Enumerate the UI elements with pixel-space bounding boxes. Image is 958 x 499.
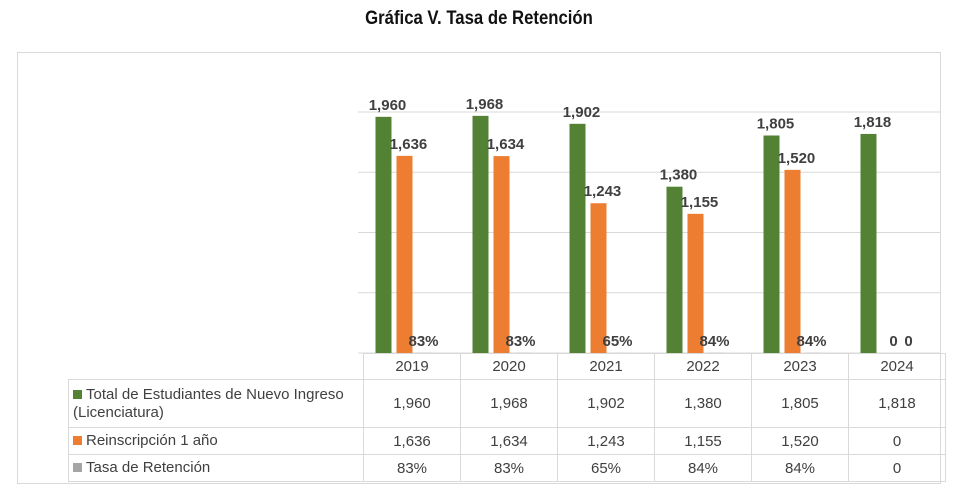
table-cell: 1,805 bbox=[751, 379, 849, 428]
data-label: 1,243 bbox=[584, 183, 622, 200]
data-label: 83% bbox=[505, 333, 535, 350]
data-label: 1,155 bbox=[681, 194, 719, 211]
legend-swatch bbox=[73, 389, 82, 399]
table-row: Total de Estudiantes de Nuevo Ingreso (L… bbox=[68, 379, 946, 428]
table-cell: 1,634 bbox=[460, 427, 558, 455]
legend-swatch bbox=[73, 463, 82, 472]
chart-title: Gráfica V. Tasa de Retención bbox=[365, 8, 593, 29]
table-cell: 84% bbox=[751, 454, 849, 482]
data-label: 1,634 bbox=[487, 136, 525, 153]
table-cell: 1,902 bbox=[557, 379, 655, 428]
data-label: 1,636 bbox=[390, 136, 428, 153]
table-cell: 0 bbox=[848, 454, 946, 482]
data-label: 84% bbox=[699, 333, 729, 350]
year-header: 2021 bbox=[557, 353, 655, 380]
legend-entry: Total de Estudiantes de Nuevo Ingreso (L… bbox=[68, 379, 364, 428]
table-cell: 1,968 bbox=[460, 379, 558, 428]
year-header: 2020 bbox=[460, 353, 558, 380]
year-header: 2024 bbox=[848, 353, 946, 380]
table-cell: 0 bbox=[848, 427, 946, 455]
year-header: 2023 bbox=[751, 353, 849, 380]
table-cell: 1,636 bbox=[363, 427, 461, 455]
bar-nuevo-ingreso bbox=[472, 115, 489, 353]
series-name: Total de Estudiantes de Nuevo Ingreso (L… bbox=[73, 385, 344, 421]
data-table: 2019 2020 2021 2022 2023 2024 Total de Estudia… bbox=[68, 353, 946, 482]
data-label: 1,968 bbox=[466, 96, 504, 113]
data-label: 1,805 bbox=[757, 115, 795, 132]
data-label: 84% bbox=[796, 333, 826, 350]
bar-nuevo-ingreso bbox=[860, 133, 877, 353]
series-name: Tasa de Retención bbox=[86, 459, 211, 476]
table-cell: 1,243 bbox=[557, 427, 655, 455]
year-header: 2019 bbox=[363, 353, 461, 380]
bar-reinscripcion bbox=[590, 203, 607, 353]
data-label: 1,960 bbox=[369, 97, 407, 114]
table-cell: 1,155 bbox=[654, 427, 752, 455]
chart-frame bbox=[17, 52, 941, 484]
bar-nuevo-ingreso bbox=[666, 186, 683, 353]
legend-swatch bbox=[73, 436, 82, 445]
table-cell: 1,818 bbox=[848, 379, 946, 428]
legend-entry: Reinscripción 1 año bbox=[68, 427, 364, 455]
data-label: 65% bbox=[602, 333, 632, 350]
series-name: Reinscripción 1 año bbox=[86, 432, 218, 449]
bar-reinscripcion bbox=[687, 213, 704, 353]
table-cell: 1,380 bbox=[654, 379, 752, 428]
bar-nuevo-ingreso bbox=[375, 116, 392, 353]
table-cell: 83% bbox=[363, 454, 461, 482]
table-row: Tasa de Retención 83% 83% 65% 84% 84% 0 bbox=[68, 454, 946, 482]
table-cell: 83% bbox=[460, 454, 558, 482]
table-cell: 1,520 bbox=[751, 427, 849, 455]
data-label: 83% bbox=[408, 333, 438, 350]
data-label: 0 bbox=[904, 333, 912, 350]
legend-entry: Tasa de Retención bbox=[68, 454, 364, 482]
data-label: 1,380 bbox=[660, 167, 698, 184]
bar-reinscripcion bbox=[493, 156, 510, 353]
table-header-row: 2019 2020 2021 2022 2023 2024 bbox=[69, 353, 946, 380]
bar-nuevo-ingreso bbox=[763, 135, 780, 353]
data-label: 0 bbox=[889, 333, 897, 350]
data-label: 1,818 bbox=[854, 114, 892, 131]
table-cell: 65% bbox=[557, 454, 655, 482]
table-cell: 1,960 bbox=[363, 379, 461, 428]
bar-reinscripcion bbox=[396, 155, 413, 353]
data-label: 1,902 bbox=[563, 104, 601, 121]
table-row: Reinscripción 1 año 1,636 1,634 1,243 1,155 1… bbox=[68, 427, 946, 455]
bar-reinscripcion bbox=[784, 169, 801, 353]
table-cell: 84% bbox=[654, 454, 752, 482]
year-header: 2022 bbox=[654, 353, 752, 380]
data-label: 1,520 bbox=[778, 150, 816, 167]
bar-nuevo-ingreso bbox=[569, 123, 586, 354]
